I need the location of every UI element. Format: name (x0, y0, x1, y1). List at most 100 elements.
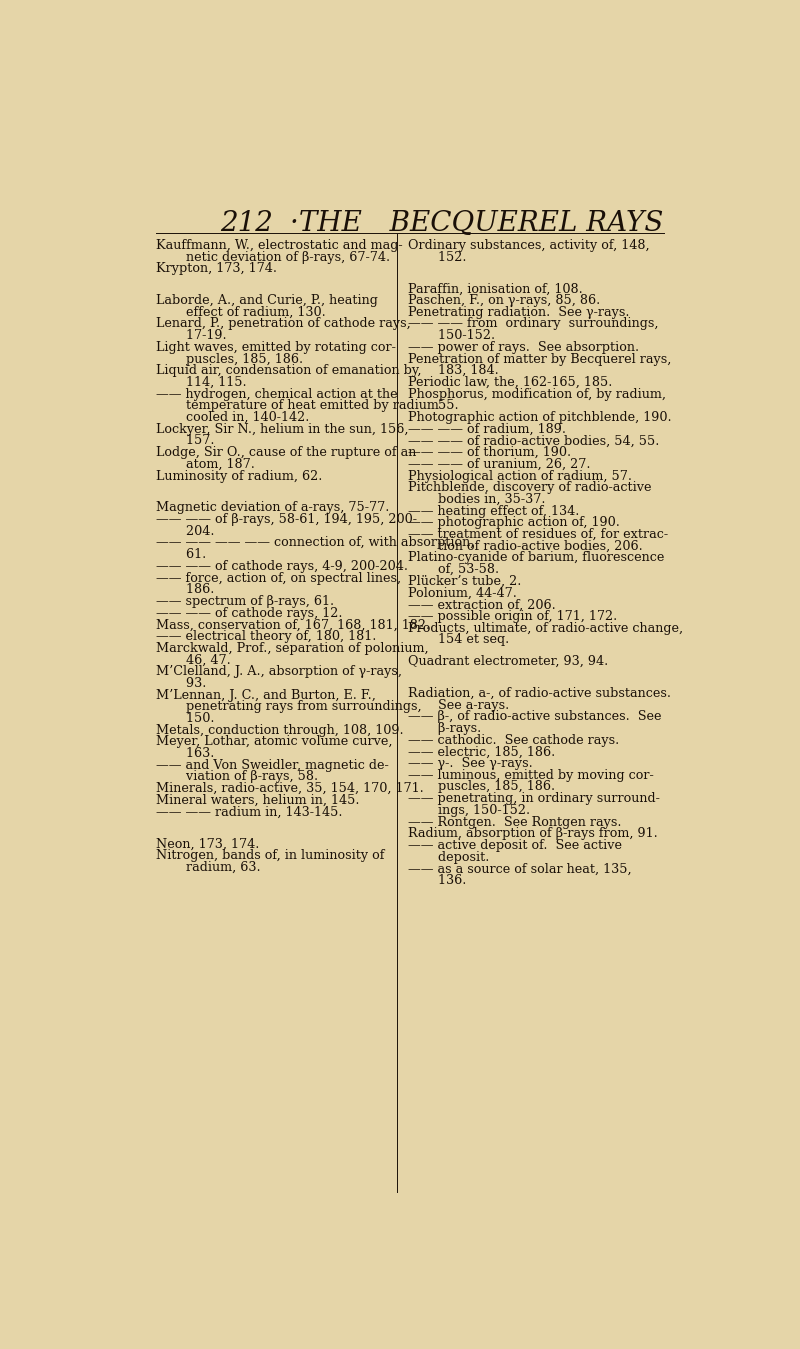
Text: 157.: 157. (170, 434, 214, 448)
Text: Photographic action of pitchblende, 190.: Photographic action of pitchblende, 190. (409, 411, 672, 424)
Text: —— force, action of, on spectral lines,: —— force, action of, on spectral lines, (156, 572, 401, 584)
Text: Paraffin, ionisation of, 108.: Paraffin, ionisation of, 108. (409, 282, 583, 295)
Text: —— —— of thorium, 190.: —— —— of thorium, 190. (409, 447, 571, 459)
Text: —— possible origin of, 171, 172.: —— possible origin of, 171, 172. (409, 610, 618, 623)
Text: —— heating effect of, 134.: —— heating effect of, 134. (409, 505, 580, 518)
Text: 212: 212 (220, 209, 273, 236)
Text: radium, 63.: radium, 63. (170, 861, 260, 874)
Text: Radiation, a-, of radio-active substances.: Radiation, a-, of radio-active substance… (409, 687, 671, 700)
Text: Neon, 173, 174.: Neon, 173, 174. (156, 838, 259, 850)
Text: of, 53-58.: of, 53-58. (422, 563, 499, 576)
Text: —— —— of radium, 189.: —— —— of radium, 189. (409, 422, 566, 436)
Text: —— —— of cathode rays, 12.: —— —— of cathode rays, 12. (156, 607, 342, 619)
Text: Krypton, 173, 174.: Krypton, 173, 174. (156, 262, 277, 275)
Text: 186.: 186. (170, 583, 214, 596)
Text: M’Lennan, J. C., and Burton, E. F.,: M’Lennan, J. C., and Burton, E. F., (156, 688, 376, 701)
Text: Polonium, 44-47.: Polonium, 44-47. (409, 587, 518, 599)
Text: Lenard, P., penetration of cathode rays,: Lenard, P., penetration of cathode rays, (156, 317, 410, 331)
Text: —— and Von Sweidler, magnetic de-: —— and Von Sweidler, magnetic de- (156, 758, 389, 772)
Text: See a-rays.: See a-rays. (422, 699, 510, 711)
Text: —— penetrating, in ordinary surround-: —— penetrating, in ordinary surround- (409, 792, 660, 805)
Text: tion of radio-active bodies, 206.: tion of radio-active bodies, 206. (422, 540, 643, 553)
Text: —— electric, 185, 186.: —— electric, 185, 186. (409, 746, 556, 758)
Text: —— as a source of solar heat, 135,: —— as a source of solar heat, 135, (409, 862, 632, 876)
Text: Products, ultimate, of radio-active change,: Products, ultimate, of radio-active chan… (409, 622, 683, 635)
Text: Lockyer, Sir N., helium in the sun, 156,: Lockyer, Sir N., helium in the sun, 156, (156, 422, 408, 436)
Text: Marckwald, Prof., separation of polonium,: Marckwald, Prof., separation of polonium… (156, 642, 429, 654)
Text: Magnetic deviation of a-rays, 75-77.: Magnetic deviation of a-rays, 75-77. (156, 502, 389, 514)
Text: 154 et seq.: 154 et seq. (422, 634, 510, 646)
Text: —— cathodic.  See cathode rays.: —— cathodic. See cathode rays. (409, 734, 620, 747)
Text: 55.: 55. (422, 399, 459, 413)
Text: M’Clelland, J. A., absorption of γ-rays,: M’Clelland, J. A., absorption of γ-rays, (156, 665, 402, 679)
Text: Plücker’s tube, 2.: Plücker’s tube, 2. (409, 575, 522, 588)
Text: ings, 150-152.: ings, 150-152. (422, 804, 530, 817)
Text: Liquid air, condensation of emanation by,: Liquid air, condensation of emanation by… (156, 364, 422, 378)
Text: puscles, 185, 186.: puscles, 185, 186. (422, 781, 555, 793)
Text: —— treatment of residues of, for extrac-: —— treatment of residues of, for extrac- (409, 527, 669, 541)
Text: —— —— of β-rays, 58-61, 194, 195, 200-: —— —— of β-rays, 58-61, 194, 195, 200- (156, 513, 417, 526)
Text: 93.: 93. (170, 677, 206, 689)
Text: —— γ-.  See γ-rays.: —— γ-. See γ-rays. (409, 757, 534, 770)
Text: —— —— of radio-active bodies, 54, 55.: —— —— of radio-active bodies, 54, 55. (409, 434, 660, 448)
Text: —— photographic action of, 190.: —— photographic action of, 190. (409, 517, 620, 529)
Text: —— —— of cathode rays, 4-9, 200-204.: —— —— of cathode rays, 4-9, 200-204. (156, 560, 408, 573)
Text: Physiological action of radium, 57.: Physiological action of radium, 57. (409, 469, 633, 483)
Text: —— —— of uranium, 26, 27.: —— —— of uranium, 26, 27. (409, 457, 591, 471)
Text: 114, 115.: 114, 115. (170, 376, 246, 389)
Text: cooled in, 140-142.: cooled in, 140-142. (170, 411, 309, 424)
Text: Paschen, F., on γ-rays, 85, 86.: Paschen, F., on γ-rays, 85, 86. (409, 294, 601, 308)
Text: —— luminous, emitted by moving cor-: —— luminous, emitted by moving cor- (409, 769, 654, 782)
Text: —— —— from  ordinary  surroundings,: —— —— from ordinary surroundings, (409, 317, 659, 331)
Text: temperature of heat emitted by radium: temperature of heat emitted by radium (170, 399, 438, 413)
Text: 150-152.: 150-152. (422, 329, 495, 343)
Text: Luminosity of radium, 62.: Luminosity of radium, 62. (156, 469, 322, 483)
Text: β-rays.: β-rays. (422, 722, 482, 735)
Text: Mineral waters, helium in, 145.: Mineral waters, helium in, 145. (156, 795, 359, 807)
Text: —— extraction of, 206.: —— extraction of, 206. (409, 599, 556, 611)
Text: bodies in, 35-37.: bodies in, 35-37. (422, 492, 546, 506)
Text: deposit.: deposit. (422, 851, 490, 863)
Text: atom, 187.: atom, 187. (170, 457, 254, 471)
Text: viation of β-rays, 58.: viation of β-rays, 58. (170, 770, 318, 784)
Text: —— Rontgen.  See Rontgen rays.: —— Rontgen. See Rontgen rays. (409, 816, 622, 828)
Text: —— —— —— —— connection of, with absorption,: —— —— —— —— connection of, with absorpti… (156, 537, 474, 549)
Text: Penetrating radiation.  See γ-rays.: Penetrating radiation. See γ-rays. (409, 306, 630, 318)
Text: —— β-, of radio-active substances.  See: —— β-, of radio-active substances. See (409, 711, 662, 723)
Text: Nitrogen, bands of, in luminosity of: Nitrogen, bands of, in luminosity of (156, 849, 384, 862)
Text: Platino-cyanide of barium, fluorescence: Platino-cyanide of barium, fluorescence (409, 552, 665, 564)
Text: Laborde, A., and Curie, P., heating: Laborde, A., and Curie, P., heating (156, 294, 378, 308)
Text: 163.: 163. (170, 747, 214, 759)
Text: netic deviation of β-rays, 67-74.: netic deviation of β-rays, 67-74. (170, 251, 390, 263)
Text: —— —— radium in, 143-145.: —— —— radium in, 143-145. (156, 805, 342, 819)
Text: 183, 184.: 183, 184. (422, 364, 499, 378)
Text: —— active deposit of.  See active: —— active deposit of. See active (409, 839, 622, 853)
Text: penetrating rays from surroundings,: penetrating rays from surroundings, (170, 700, 422, 714)
Text: Minerals, radio-active, 35, 154, 170, 171.: Minerals, radio-active, 35, 154, 170, 17… (156, 782, 423, 795)
Text: —— spectrum of β-rays, 61.: —— spectrum of β-rays, 61. (156, 595, 334, 608)
Text: —— power of rays.  See absorption.: —— power of rays. See absorption. (409, 341, 639, 353)
Text: ·THE BECQUEREL RAYS: ·THE BECQUEREL RAYS (290, 209, 663, 236)
Text: 204.: 204. (170, 525, 214, 538)
Text: Light waves, emitted by rotating cor-: Light waves, emitted by rotating cor- (156, 341, 396, 353)
Text: Meyer, Lothar, atomic volume curve,: Meyer, Lothar, atomic volume curve, (156, 735, 392, 749)
Text: 17-19.: 17-19. (170, 329, 226, 343)
Text: puscles, 185, 186.: puscles, 185, 186. (170, 352, 303, 366)
Text: Penetration of matter by Becquerel rays,: Penetration of matter by Becquerel rays, (409, 352, 672, 366)
Text: Mass, conservation of, 167, 168, 181, 182.: Mass, conservation of, 167, 168, 181, 18… (156, 618, 430, 631)
Text: 150.: 150. (170, 712, 214, 724)
Text: Quadrant electrometer, 93, 94.: Quadrant electrometer, 93, 94. (409, 656, 609, 668)
Text: Kauffmann, W., electrostatic and mag-: Kauffmann, W., electrostatic and mag- (156, 239, 402, 252)
Text: —— electrical theory of, 180, 181.: —— electrical theory of, 180, 181. (156, 630, 376, 643)
Text: 136.: 136. (422, 874, 466, 888)
Text: 61.: 61. (170, 548, 206, 561)
Text: Radium, absorption of β-rays from, 91.: Radium, absorption of β-rays from, 91. (409, 827, 658, 840)
Text: 152.: 152. (422, 251, 467, 263)
Text: Pitchblende, discovery of radio-active: Pitchblende, discovery of radio-active (409, 482, 652, 494)
Text: —— hydrogen, chemical action at the: —— hydrogen, chemical action at the (156, 387, 398, 401)
Text: Periodic law, the, 162-165, 185.: Periodic law, the, 162-165, 185. (409, 376, 613, 389)
Text: Lodge, Sir O., cause of the rupture of an: Lodge, Sir O., cause of the rupture of a… (156, 447, 416, 459)
Text: effect of radium, 130.: effect of radium, 130. (170, 306, 326, 318)
Text: Metals, conduction through, 108, 109.: Metals, conduction through, 108, 109. (156, 723, 403, 737)
Text: Ordinary substances, activity of, 148,: Ordinary substances, activity of, 148, (409, 239, 650, 252)
